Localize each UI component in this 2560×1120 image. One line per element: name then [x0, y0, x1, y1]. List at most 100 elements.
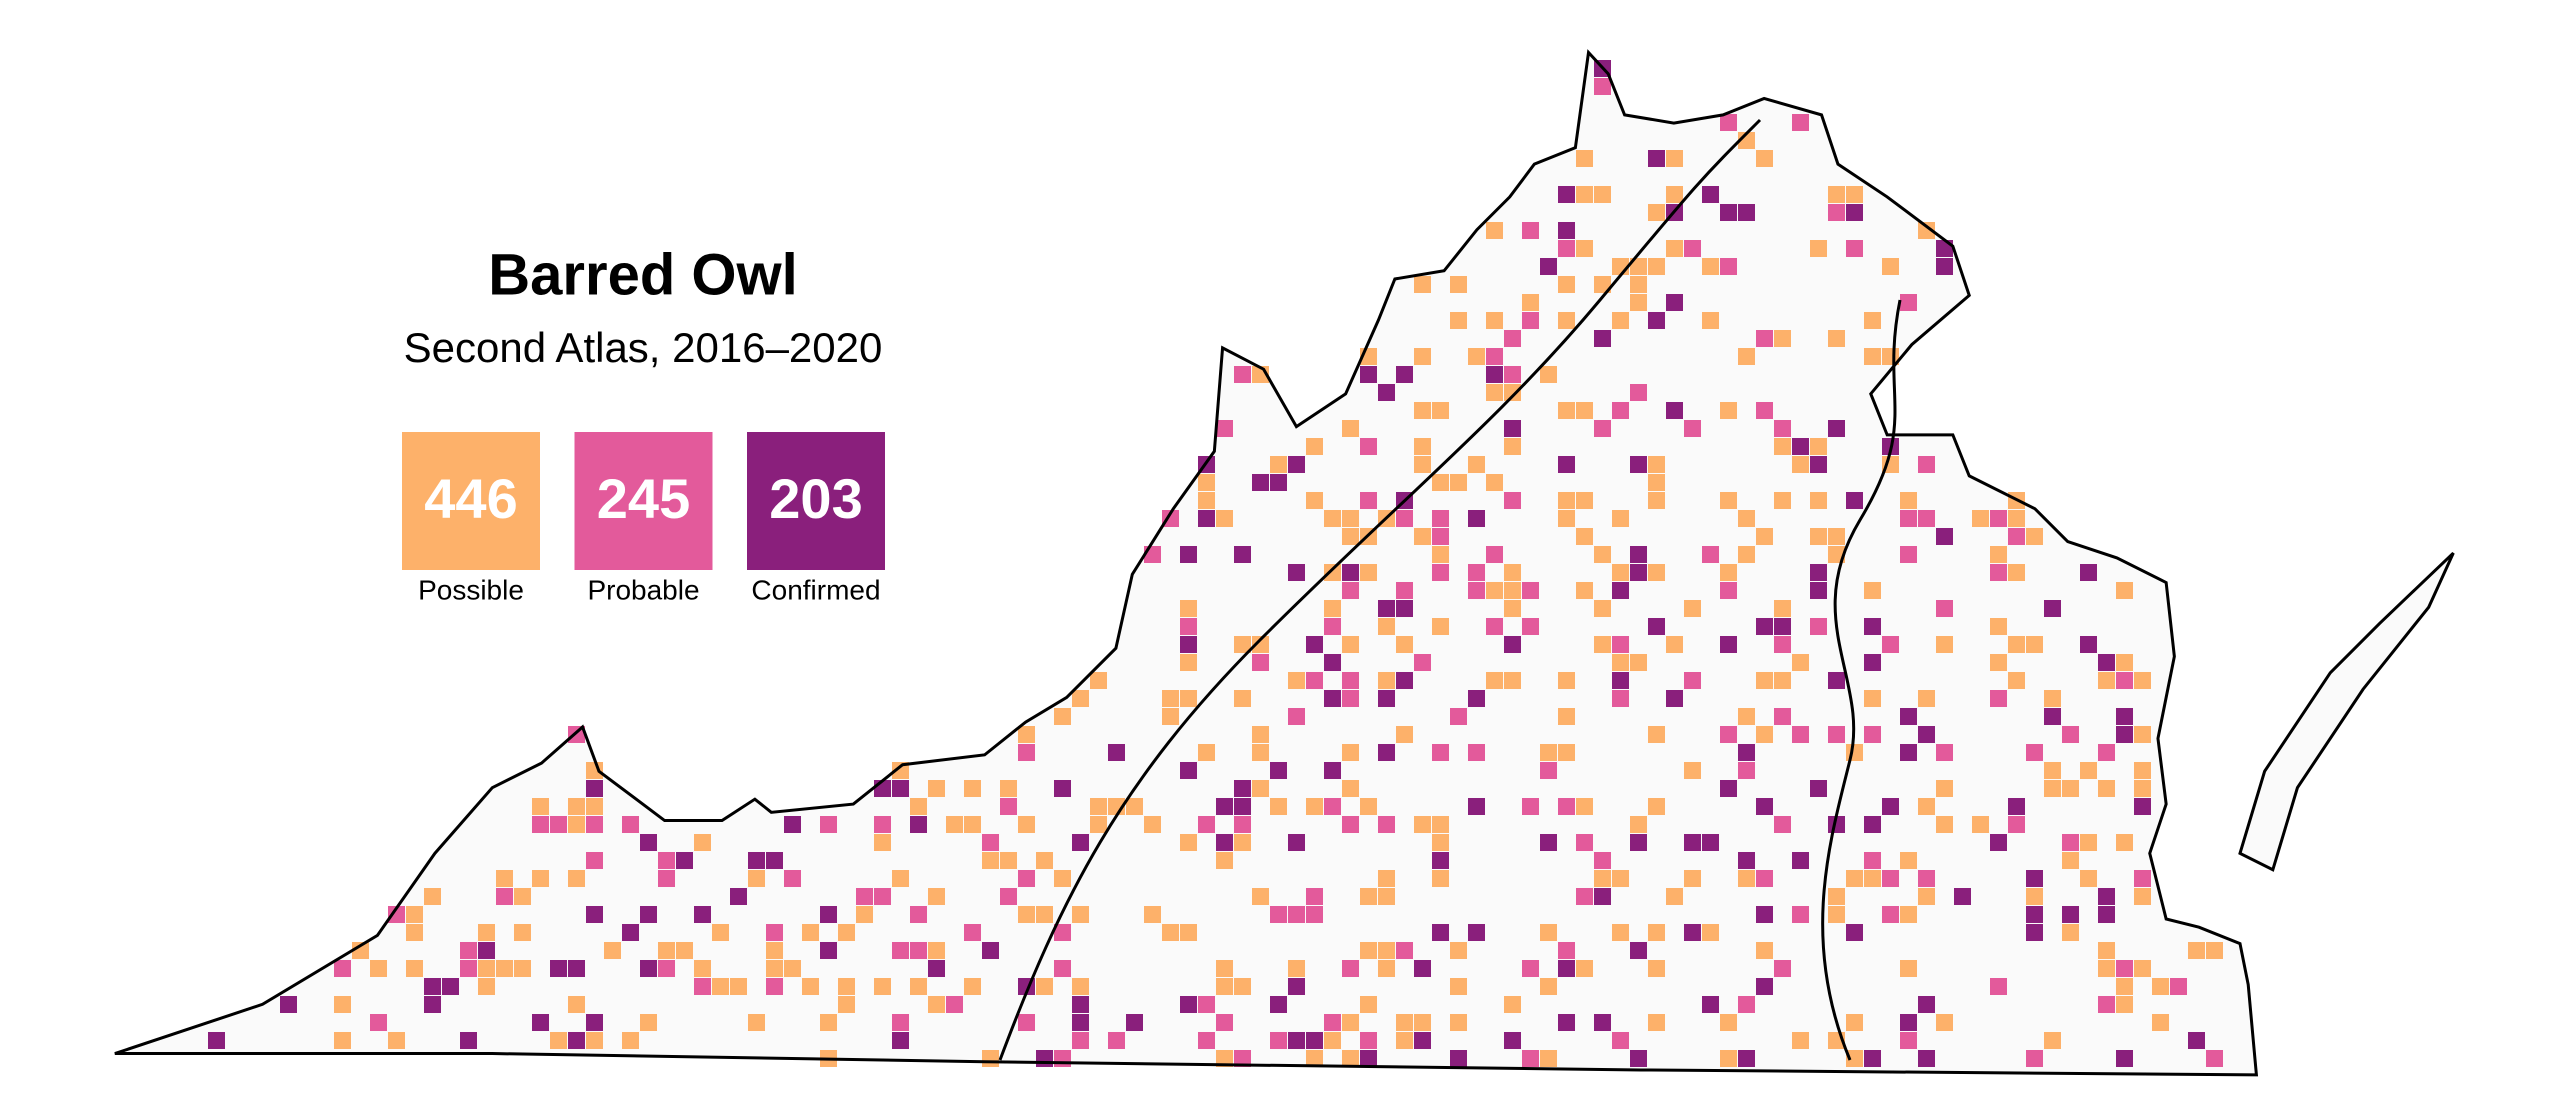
atlas-block — [1342, 420, 1359, 437]
atlas-block — [1738, 1050, 1755, 1067]
atlas-block — [1774, 492, 1791, 509]
atlas-block — [1414, 654, 1431, 671]
legend-label: Confirmed — [751, 574, 880, 605]
legend-label: Possible — [418, 574, 524, 605]
atlas-block — [1162, 690, 1179, 707]
atlas-block — [928, 888, 945, 905]
atlas-block — [640, 906, 657, 923]
atlas-block — [1378, 816, 1395, 833]
atlas-block — [1594, 600, 1611, 617]
atlas-block — [1054, 960, 1071, 977]
atlas-block — [2206, 1050, 2223, 1067]
atlas-block — [1504, 1032, 1521, 1049]
atlas-block — [1432, 564, 1449, 581]
atlas-block — [1576, 186, 1593, 203]
atlas-block — [1828, 906, 1845, 923]
atlas-block — [1324, 654, 1341, 671]
atlas-block — [694, 960, 711, 977]
atlas-block — [1072, 996, 1089, 1013]
atlas-block — [1612, 402, 1629, 419]
atlas-block — [1144, 546, 1161, 563]
atlas-block — [1738, 996, 1755, 1013]
atlas-block — [1378, 888, 1395, 905]
atlas-block — [2026, 1050, 2043, 1067]
atlas-block — [1306, 672, 1323, 689]
atlas-block — [1216, 1050, 1233, 1067]
atlas-block — [1594, 1014, 1611, 1031]
atlas-block — [1918, 222, 1935, 239]
atlas-block — [1450, 708, 1467, 725]
atlas-block — [1864, 690, 1881, 707]
atlas-block — [1630, 564, 1647, 581]
atlas-block — [1990, 510, 2007, 527]
atlas-block — [1720, 1050, 1737, 1067]
atlas-block — [1630, 456, 1647, 473]
atlas-block — [1054, 924, 1071, 941]
atlas-block — [1576, 240, 1593, 257]
atlas-block — [370, 1014, 387, 1031]
atlas-block — [1720, 402, 1737, 419]
atlas-block — [2062, 834, 2079, 851]
atlas-block — [892, 1014, 909, 1031]
atlas-block — [1252, 654, 1269, 671]
atlas-block — [1342, 564, 1359, 581]
atlas-block — [1594, 546, 1611, 563]
atlas-block — [1720, 564, 1737, 581]
atlas-block — [1648, 960, 1665, 977]
atlas-block — [1864, 654, 1881, 671]
atlas-block — [1342, 744, 1359, 761]
atlas-block — [1018, 744, 1035, 761]
atlas-block — [1864, 870, 1881, 887]
atlas-block — [1180, 924, 1197, 941]
atlas-block — [1612, 870, 1629, 887]
atlas-block — [748, 852, 765, 869]
atlas-block — [928, 996, 945, 1013]
atlas-block — [1270, 906, 1287, 923]
atlas-block — [1324, 1014, 1341, 1031]
atlas-block — [1072, 834, 1089, 851]
atlas-block — [1558, 402, 1575, 419]
atlas-block — [2134, 780, 2151, 797]
atlas-block — [1288, 456, 1305, 473]
atlas-block — [730, 978, 747, 995]
atlas-block — [1792, 726, 1809, 743]
legend-box — [574, 432, 713, 570]
atlas-block — [2044, 690, 2061, 707]
atlas-block — [1918, 456, 1935, 473]
atlas-block — [1432, 924, 1449, 941]
atlas-block — [730, 888, 747, 905]
atlas-block — [2134, 672, 2151, 689]
atlas-block — [1054, 1050, 1071, 1067]
atlas-block — [1216, 420, 1233, 437]
atlas-block — [1558, 744, 1575, 761]
atlas-block — [568, 996, 585, 1013]
atlas-block — [1486, 384, 1503, 401]
atlas-block — [1828, 186, 1845, 203]
atlas-block — [1594, 870, 1611, 887]
atlas-block — [2098, 942, 2115, 959]
atlas-block — [568, 798, 585, 815]
atlas-block — [496, 888, 513, 905]
atlas-block — [2098, 960, 2115, 977]
atlas-block — [1792, 852, 1809, 869]
state-fill — [114, 52, 2257, 1075]
atlas-block — [712, 924, 729, 941]
atlas-block — [964, 816, 981, 833]
atlas-block — [658, 942, 675, 959]
atlas-block — [1486, 348, 1503, 365]
atlas-block — [2152, 978, 2169, 995]
atlas-block — [1774, 600, 1791, 617]
atlas-block — [2116, 960, 2133, 977]
atlas-block — [1324, 510, 1341, 527]
atlas-block — [514, 960, 531, 977]
state-outline — [114, 49, 2455, 1077]
atlas-block — [1900, 1032, 1917, 1049]
atlas-block — [928, 780, 945, 797]
atlas-block — [820, 942, 837, 959]
atlas-block — [1378, 960, 1395, 977]
atlas-block — [1846, 186, 1863, 203]
atlas-block — [1882, 870, 1899, 887]
atlas-block — [2134, 870, 2151, 887]
atlas-block — [1576, 582, 1593, 599]
atlas-block — [1504, 600, 1521, 617]
